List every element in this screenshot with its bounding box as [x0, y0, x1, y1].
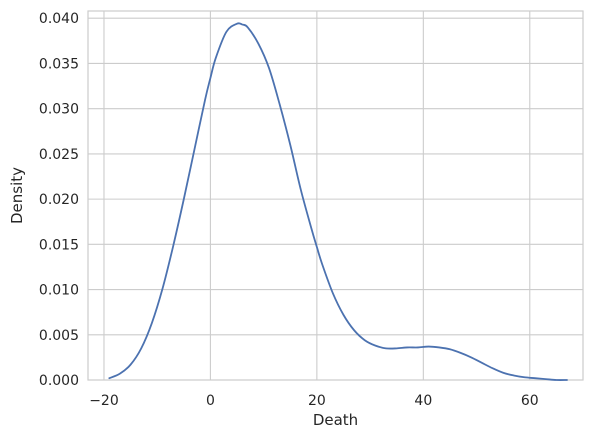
y-tick-label: 0.040 [39, 11, 79, 27]
x-tick-label: 40 [414, 393, 432, 409]
density-curve [108, 22, 568, 381]
y-tick-label: 0.000 [39, 373, 79, 389]
y-tick-label: 0.020 [39, 192, 79, 208]
grid-lines [88, 11, 583, 381]
y-tick-label: 0.025 [39, 147, 79, 163]
y-tick-label: 0.030 [39, 102, 79, 118]
y-tick-label: 0.015 [39, 237, 79, 253]
y-tick-label: 0.035 [39, 56, 79, 72]
y-tick-label: 0.010 [39, 283, 79, 299]
x-axis-label: Death [313, 411, 358, 429]
tick-labels: −20 0 20 40 60 0.000 0.005 0.010 0.015 0.020 0.025… [39, 11, 539, 409]
x-tick-label: 0 [206, 393, 215, 409]
x-tick-label: −20 [89, 393, 119, 409]
y-tick-label: 0.005 [39, 328, 79, 344]
x-tick-label: 20 [308, 393, 326, 409]
plot-frame [87, 10, 584, 381]
x-tick-label: 60 [521, 393, 539, 409]
y-axis-label: Density [8, 167, 26, 224]
